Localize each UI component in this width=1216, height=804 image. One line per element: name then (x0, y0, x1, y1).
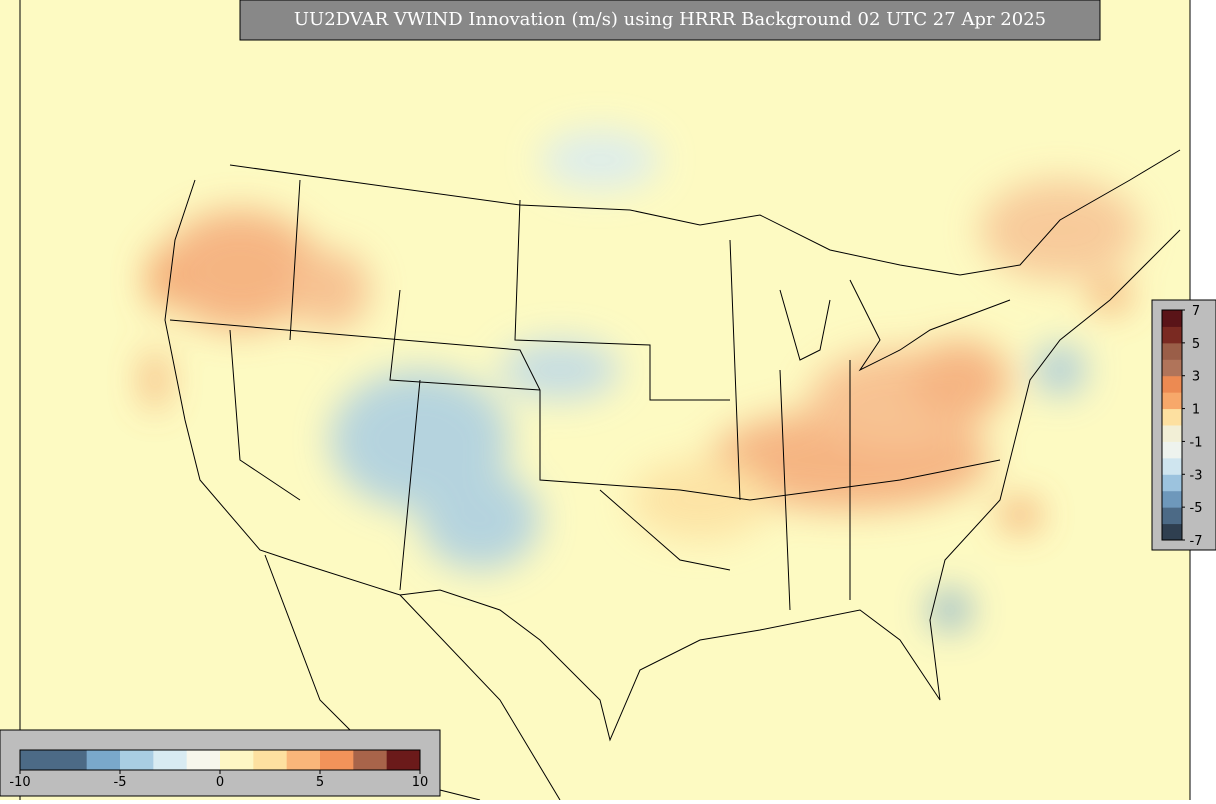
colorbar-segment (20, 750, 54, 770)
us-canada-border (229, 149, 1181, 276)
colorbar-segment (353, 750, 388, 770)
title: UU2DVAR VWIND Innovation (m/s) using HRR… (294, 9, 1046, 30)
great-lakes (779, 279, 1011, 372)
colorbar-tick-label: 1 (1192, 403, 1200, 418)
colorbar-tick-label: -10 (9, 775, 30, 790)
colorbar-segment (1162, 474, 1182, 492)
colorbar-tick-label: 0 (216, 775, 224, 790)
colorbar-vertical: 7 5 3 1 -1 -3 -5 -7 (1161, 304, 1203, 549)
colorbar-tick-label: 5 (316, 775, 324, 790)
colorbar-tick-label: -5 (1190, 501, 1203, 516)
colorbar-segment (1162, 490, 1182, 508)
colorbar-segment (286, 750, 321, 770)
colorbar-tick-label: -3 (1190, 468, 1203, 483)
colorbar-segment (1162, 425, 1182, 442)
map (0, 0, 1191, 801)
colorbar-segment (220, 750, 254, 770)
colorbar-segment (1162, 523, 1182, 541)
colorbar-segment (1162, 359, 1182, 377)
colorbar-segment (1162, 342, 1182, 360)
colorbar-segment (1162, 310, 1182, 327)
colorbar-segment (186, 750, 221, 770)
colorbar-segment (53, 750, 88, 770)
title-box (239, 0, 1101, 41)
colorbar-segment (1162, 507, 1182, 525)
colorbar-horizontal: -10 -5 0 5 10 (9, 749, 429, 790)
colorbar-segment (120, 750, 154, 770)
colorbar-tick-label: -5 (114, 775, 127, 790)
colorbar-segment (86, 750, 121, 770)
colorbar-tick-label: 7 (1192, 304, 1200, 319)
colorbar-tick-label: -7 (1190, 534, 1203, 549)
colorbar-tick-label: 3 (1192, 370, 1200, 385)
colorbar-segment (1162, 408, 1182, 426)
colorbar-tick-label: 10 (412, 775, 429, 790)
colorbar-tick-label: -1 (1190, 435, 1203, 450)
colorbar-segment (1162, 392, 1182, 410)
colorbar-outline (1161, 309, 1183, 541)
colorbar-segment (1162, 457, 1182, 475)
state-lines (169, 319, 1001, 501)
boundaries (164, 149, 1181, 801)
colorbar-segment (386, 750, 421, 770)
map-background (0, 0, 1190, 800)
colorbar-segment (1162, 441, 1182, 459)
colorbar-segment (1162, 326, 1182, 344)
state-lines-2 (229, 179, 851, 611)
colorbar-segment (253, 750, 288, 770)
colorbar-segment (1162, 375, 1182, 393)
coastline (164, 179, 1181, 742)
colorbar-segment (153, 750, 188, 770)
colorbar-tick-label: 5 (1192, 337, 1200, 352)
field-shading (145, 130, 1140, 630)
colorbar-segment (320, 750, 354, 770)
